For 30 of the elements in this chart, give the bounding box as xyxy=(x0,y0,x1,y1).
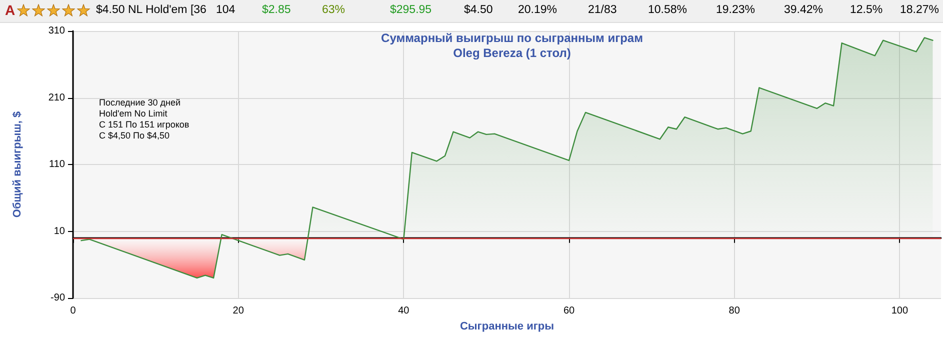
chart-title: Суммарный выигрыш по сыгранным играм xyxy=(381,31,644,45)
text: 10.58% xyxy=(648,4,688,16)
text: 20.19% xyxy=(518,4,558,16)
x-tick-label: 80 xyxy=(728,306,740,316)
x-tick-label: 20 xyxy=(232,306,244,316)
text: 12.5% xyxy=(850,4,883,16)
text: Oleg Bereza (1 стол) xyxy=(453,46,571,60)
text: $295.95 xyxy=(390,4,432,16)
text: 21/83 xyxy=(588,4,617,16)
y-tick-label: 310 xyxy=(48,26,66,36)
text: A xyxy=(5,2,16,18)
text: $4.50 NL Hold'em [36 xyxy=(96,4,206,16)
text: $4.50 xyxy=(464,4,493,16)
x-tick-label: 60 xyxy=(563,306,575,316)
text: 104 xyxy=(216,4,236,16)
y-tick-label: 10 xyxy=(54,226,66,237)
annotation: Последние 30 дней Hold'em No Limit С 151 По 151 игроков С $4,50 По $4,50 xyxy=(99,98,190,140)
x-tick-label: 40 xyxy=(398,306,410,316)
x-axis-title: Сыгранные игры xyxy=(460,320,554,332)
y-tick-label: 110 xyxy=(49,159,66,170)
text: 39.42% xyxy=(784,4,824,16)
x-tick-label: 0 xyxy=(70,306,76,316)
text: 19.23% xyxy=(716,4,756,16)
text: 63% xyxy=(322,4,346,16)
y-tick-label: 210 xyxy=(48,92,66,104)
x-tick-label: 100 xyxy=(891,306,908,316)
text: $2.85 xyxy=(262,4,291,16)
y-tick-label: -90 xyxy=(50,292,66,304)
y-axis-title: Общий выигрыш, $ xyxy=(12,111,24,218)
text: 18.27% xyxy=(900,4,940,16)
